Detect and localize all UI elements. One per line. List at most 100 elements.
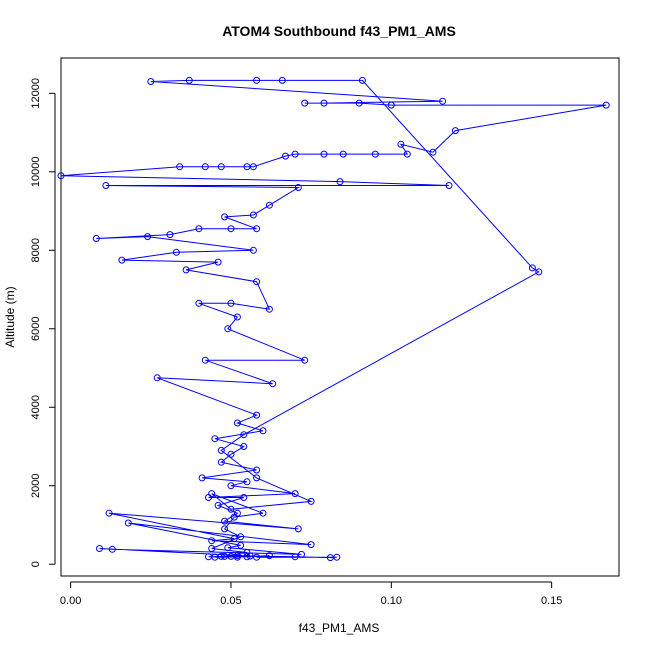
data-point: [230, 513, 238, 521]
data-point: [227, 299, 235, 307]
data-point: [214, 258, 222, 266]
data-point: [176, 163, 184, 171]
data-point: [153, 374, 161, 382]
data-point: [265, 552, 273, 560]
data-point: [307, 541, 315, 549]
data-point: [387, 101, 395, 109]
data-points: [57, 76, 610, 562]
x-tick-label: 0.00: [60, 595, 81, 607]
data-point: [108, 545, 116, 553]
data-point: [195, 225, 203, 233]
y-tick-label: 8000: [30, 238, 42, 262]
x-axis-label: f43_PM1_AMS: [299, 621, 380, 635]
data-point: [240, 431, 248, 439]
data-point: [221, 213, 229, 221]
data-point: [227, 505, 235, 513]
x-tick-label: 0.05: [220, 595, 241, 607]
data-point: [282, 152, 289, 160]
data-point: [201, 356, 209, 364]
data-point: [221, 517, 229, 525]
data-point: [320, 99, 328, 107]
data-point: [253, 225, 261, 233]
data-point: [240, 494, 248, 501]
data-point: [105, 509, 113, 517]
data-point: [124, 519, 132, 527]
data-point: [301, 356, 309, 364]
data-point: [217, 458, 225, 466]
data-point: [208, 537, 216, 545]
data-point: [118, 256, 126, 264]
y-tick-label: 4000: [30, 395, 42, 419]
x-axis: 0.00 0.05 0.10 0.15: [60, 581, 562, 607]
y-axis-label: Altitude (m): [3, 286, 17, 347]
data-point: [339, 150, 347, 158]
data-point: [233, 313, 241, 321]
data-point: [230, 535, 238, 543]
data-point: [96, 545, 103, 552]
data-point: [301, 99, 309, 107]
data-point: [227, 225, 235, 233]
data-point: [320, 150, 328, 158]
data-point: [265, 305, 273, 313]
data-point: [185, 76, 193, 84]
y-tick-label: 12000: [30, 78, 42, 109]
y-tick-label: 6000: [30, 317, 42, 341]
data-point: [208, 545, 216, 552]
data-point: [298, 550, 305, 558]
data-point: [198, 474, 206, 482]
data-point: [249, 211, 257, 219]
data-point: [278, 76, 286, 84]
data-point: [166, 231, 174, 239]
data-point: [291, 150, 299, 158]
data-point: [429, 148, 437, 156]
data-point: [358, 76, 366, 84]
y-tick-label: 0: [30, 561, 42, 567]
data-point: [240, 443, 248, 450]
data-point: [403, 150, 411, 158]
data-point: [92, 235, 100, 242]
data-point: [291, 553, 299, 561]
data-point: [217, 163, 225, 171]
data-point: [336, 178, 344, 186]
data-point: [259, 509, 267, 517]
data-point: [445, 182, 453, 189]
data-point: [221, 525, 229, 533]
data-point: [602, 101, 610, 109]
chart-title: ATOM4 Southbound f43_PM1_AMS: [222, 23, 456, 39]
data-point: [233, 419, 241, 427]
data-point: [249, 163, 257, 171]
data-point: [237, 533, 245, 541]
data-point: [237, 541, 245, 549]
data-point: [253, 278, 261, 286]
data-point: [439, 97, 447, 105]
data-point: [208, 490, 216, 498]
data-point: [355, 99, 363, 107]
y-axis: 0 2000 4000 6000 8000 10000 12000: [30, 78, 56, 567]
data-point: [291, 490, 299, 498]
data-point: [294, 525, 302, 533]
data-point: [265, 201, 273, 209]
data-point: [227, 450, 235, 458]
data-point: [253, 474, 261, 482]
data-point: [221, 552, 229, 560]
data-point: [259, 427, 267, 435]
data-point: [214, 501, 222, 509]
data-point: [326, 554, 334, 562]
data-point: [205, 553, 212, 561]
data-point: [233, 553, 241, 561]
plot-frame: [60, 57, 620, 577]
data-point: [217, 552, 225, 560]
data-point: [243, 478, 251, 486]
series-line: [60, 79, 607, 559]
data-point: [211, 435, 219, 443]
x-tick-label: 0.15: [541, 595, 562, 607]
data-point: [172, 248, 180, 256]
data-point: [227, 482, 235, 490]
data-point: [294, 184, 302, 191]
x-tick-label: 0.10: [381, 595, 402, 607]
y-tick-label: 2000: [30, 474, 42, 498]
data-point: [397, 140, 405, 148]
data-point: [528, 264, 536, 272]
data-point: [535, 268, 543, 276]
